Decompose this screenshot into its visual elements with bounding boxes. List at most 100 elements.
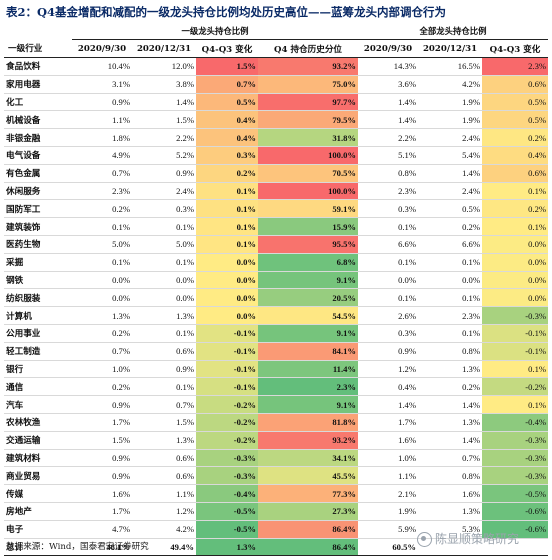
cell-all-change: 0.0% <box>482 235 549 254</box>
cell-percentile: 2.3% <box>258 377 358 397</box>
cell-percentile: 45.5% <box>258 466 358 486</box>
cell-all-q3: 1.2% <box>358 360 418 379</box>
cell-leader-change: 0.0% <box>196 306 258 325</box>
cell-all-change: 0.1% <box>482 360 549 379</box>
cell-all-change: -0.3% <box>482 431 549 450</box>
table-row: 公用事业 0.2% 0.1% -0.1% 9.1% 0.3% 0.1% -0.1% <box>4 324 549 343</box>
cell-percentile: 11.4% <box>258 360 358 379</box>
cell-leader-q3: 0.2% <box>72 324 132 343</box>
cell-all-q3: 1.1% <box>358 466 418 486</box>
cell-leader-q4: 2.4% <box>132 182 196 201</box>
cell-leader-change: -0.5% <box>196 520 258 539</box>
cell-all-q3: 1.9% <box>358 502 418 521</box>
cell-leader-change: -0.3% <box>196 449 258 468</box>
cell-percentile: 97.7% <box>258 93 358 112</box>
cell-all-change: 0.1% <box>482 395 549 414</box>
watermark: 陈显顺策略研究 <box>417 530 519 547</box>
cell-leader-q3: 0.1% <box>72 253 132 272</box>
cell-all-q4: 0.1% <box>418 324 482 343</box>
cell-leader-q4: 0.9% <box>132 360 196 379</box>
cell-percentile: 79.5% <box>258 110 358 130</box>
cell-all-q4: 0.1% <box>418 288 482 308</box>
cell-percentile: 100.0% <box>258 182 358 201</box>
table-row: 食品饮料 10.4% 12.0% 1.5% 93.2% 14.3% 16.5% 2.3% <box>4 57 549 76</box>
cell-sector: 计算机 <box>4 306 72 325</box>
cell-leader-q3: 0.9% <box>72 449 132 468</box>
cell-leader-change: -0.5% <box>196 502 258 521</box>
cell-leader-q4: 1.5% <box>132 110 196 130</box>
cell-percentile: 77.3% <box>258 484 358 503</box>
cell-all-q4: 0.2% <box>418 217 482 236</box>
cell-sector: 传媒 <box>4 484 72 503</box>
cell-leader-q4: 1.5% <box>132 413 196 432</box>
cell-all-q4: 1.4% <box>418 164 482 183</box>
cell-all-q4: 1.4% <box>418 395 482 414</box>
cell-all-q3: 0.4% <box>358 377 418 397</box>
cell-all-change: -0.6% <box>482 502 549 521</box>
table-row: 银行 1.0% 0.9% -0.1% 11.4% 1.2% 1.3% 0.1% <box>4 360 549 379</box>
cell-leader-q4: 0.0% <box>132 288 196 308</box>
cell-all-q3: 14.3% <box>358 57 418 76</box>
cell-leader-q3: 0.7% <box>72 164 132 183</box>
cell-all-q3: 0.8% <box>358 164 418 183</box>
cell-leader-q3: 1.6% <box>72 484 132 503</box>
cell-all-q4: 1.6% <box>418 484 482 503</box>
cell-all-q3: 0.1% <box>358 217 418 236</box>
cell-sector: 汽车 <box>4 395 72 414</box>
cell-percentile: 6.8% <box>258 253 358 272</box>
cell-percentile: 75.0% <box>258 75 358 94</box>
cell-leader-q4: 1.4% <box>132 93 196 112</box>
col-header-all-change: Q4-Q3 变化 <box>482 39 549 58</box>
cell-all-q3: 0.1% <box>358 288 418 308</box>
cell-all-q3: 5.9% <box>358 520 418 539</box>
cell-percentile: 81.8% <box>258 413 358 432</box>
cell-all-q3: 0.0% <box>358 271 418 290</box>
cell-leader-q4: 5.2% <box>132 146 196 165</box>
cell-leader-q3: 1.1% <box>72 110 132 130</box>
cell-leader-q4: 1.3% <box>132 306 196 325</box>
cell-leader-q3: 2.3% <box>72 182 132 201</box>
cell-leader-change: 0.1% <box>196 217 258 236</box>
cell-leader-q3: 0.2% <box>72 377 132 397</box>
cell-leader-change: 0.0% <box>196 271 258 290</box>
table-row: 建筑装饰 0.1% 0.1% 0.1% 15.9% 0.1% 0.2% 0.1% <box>4 217 549 236</box>
cell-leader-q3: 0.1% <box>72 217 132 236</box>
table-row: 房地产 1.7% 1.2% -0.5% 27.3% 1.9% 1.3% -0.6% <box>4 502 549 521</box>
cell-leader-q3: 10.4% <box>72 57 132 76</box>
cell-leader-q4: 4.2% <box>132 520 196 539</box>
cell-all-change: -0.2% <box>482 377 549 397</box>
cell-leader-q4: 1.1% <box>132 484 196 503</box>
cell-percentile: 27.3% <box>258 502 358 521</box>
cell-all-q4: 1.9% <box>418 93 482 112</box>
cell-all-q3: 3.6% <box>358 75 418 94</box>
cell-all-q3: 5.1% <box>358 146 418 165</box>
table-title: 表2：Q4基金增配和减配的一级龙头持仓比例均处历史高位——蓝筹龙头内部调仓行为 <box>6 5 447 19</box>
cell-all-q3: 1.4% <box>358 110 418 130</box>
table-body: 一级龙头持仓比例 全部龙头持仓比例 一级行业 2020/9/30 2020/12… <box>4 22 549 557</box>
cell-all-q4: 6.6% <box>418 235 482 254</box>
table-row: 电子 4.7% 4.2% -0.5% 86.4% 5.9% 5.3% -0.6% <box>4 520 549 539</box>
cell-leader-q3: 0.9% <box>72 93 132 112</box>
cell-leader-change: 1.3% <box>196 537 258 557</box>
cell-leader-change: 0.1% <box>196 199 258 219</box>
cell-all-q4: 0.8% <box>418 342 482 361</box>
cell-percentile: 93.2% <box>258 57 358 76</box>
source-note: 数据来源：Wind，国泰君安证券研究 <box>6 542 149 552</box>
cell-sector: 银行 <box>4 360 72 379</box>
cell-all-change: -0.4% <box>482 413 549 432</box>
cell-leader-change: -0.2% <box>196 395 258 414</box>
cell-all-q4: 1.3% <box>418 502 482 521</box>
table-row: 轻工制造 0.7% 0.6% -0.1% 84.1% 0.9% 0.8% -0.1% <box>4 342 549 361</box>
cell-leader-q3: 1.0% <box>72 360 132 379</box>
table-row: 农林牧渔 1.7% 1.5% -0.2% 81.8% 1.7% 1.3% -0.4% <box>4 413 549 432</box>
cell-sector: 家用电器 <box>4 75 72 94</box>
table-row: 医药生物 5.0% 5.0% 0.1% 95.5% 6.6% 6.6% 0.0% <box>4 235 549 254</box>
cell-leader-change: 0.0% <box>196 253 258 272</box>
cell-all-change: -0.1% <box>482 342 549 361</box>
cell-all-q3: 1.7% <box>358 413 418 432</box>
cell-leader-change: 0.0% <box>196 288 258 308</box>
cell-leader-q4: 0.1% <box>132 253 196 272</box>
cell-all-q3: 2.1% <box>358 484 418 503</box>
cell-sector: 食品饮料 <box>4 57 72 76</box>
cell-all-change: 0.0% <box>482 288 549 308</box>
